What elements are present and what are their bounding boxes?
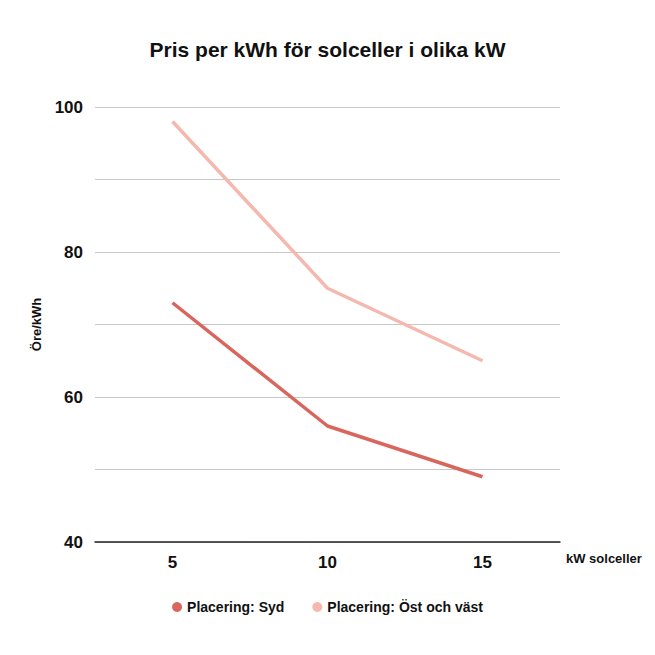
svg-text:10: 10 xyxy=(318,553,337,572)
svg-text:Placering: Syd: Placering: Syd xyxy=(187,599,284,615)
svg-text:15: 15 xyxy=(473,553,492,572)
svg-text:Placering: Öst och väst: Placering: Öst och väst xyxy=(327,599,483,615)
svg-text:40: 40 xyxy=(64,533,83,552)
svg-text:5: 5 xyxy=(168,553,177,572)
svg-text:Öre/kWh: Öre/kWh xyxy=(29,298,44,352)
svg-text:100: 100 xyxy=(55,98,83,117)
svg-text:60: 60 xyxy=(64,388,83,407)
svg-text:kW solceller: kW solceller xyxy=(566,551,642,566)
svg-text:Pris per kWh för solceller i o: Pris per kWh för solceller i olika kW xyxy=(150,38,506,61)
svg-text:80: 80 xyxy=(64,243,83,262)
